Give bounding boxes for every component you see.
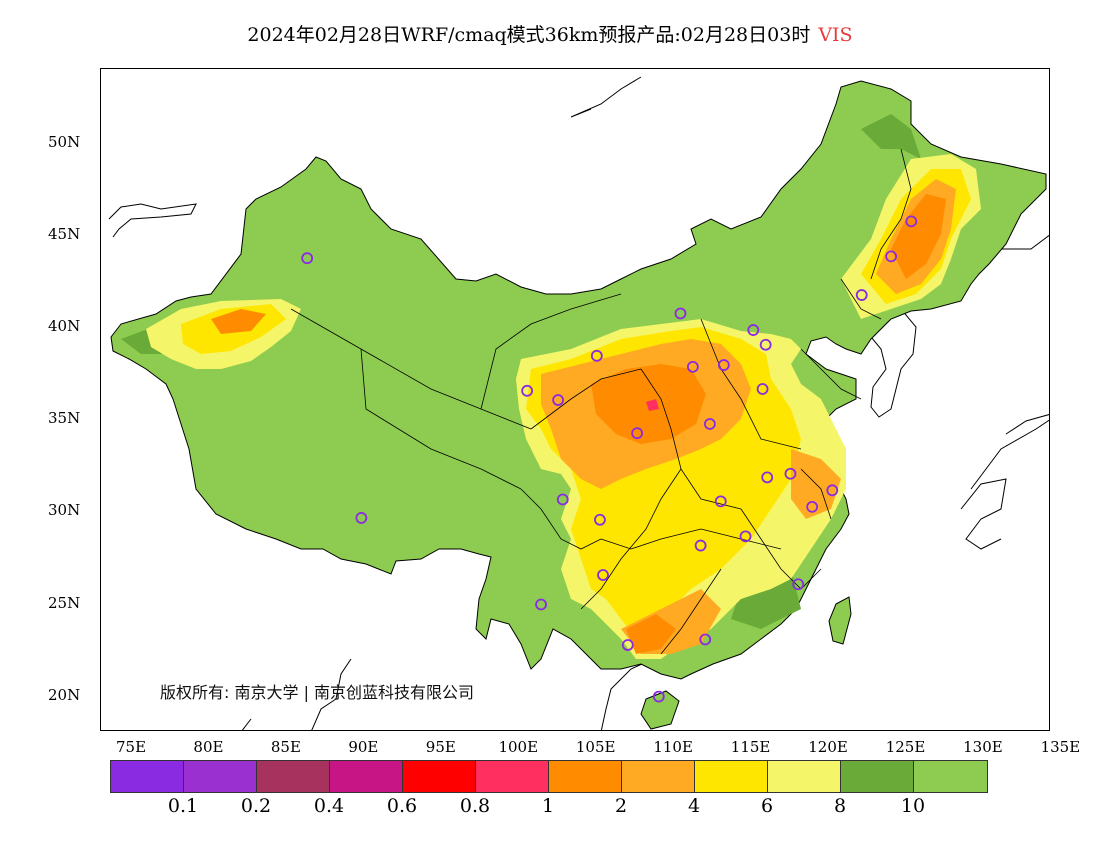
coastline-japan [960,414,1049,550]
lat-label: 30N [48,501,81,520]
station-marker [792,578,805,591]
station-marker [686,360,699,373]
station-marker [739,530,752,543]
zone-orange-south [626,614,676,654]
lon-label: 75E [115,738,147,756]
station-marker [552,394,565,406]
station-marker [826,484,839,497]
station-marker [784,467,797,480]
station-marker [652,690,665,703]
legend-swatch [330,761,403,792]
hainan-island [640,690,680,730]
lon-label: 130E [963,738,1003,756]
station-marker [556,493,569,506]
station-marker [759,338,772,351]
lon-label: 125E [885,738,926,756]
legend-swatch [184,761,257,792]
station-marker [621,639,634,651]
taiwan-island [828,596,852,645]
map-title: 2024年02月28日WRF/cmaq模式36km预报产品:02月28日03时 V… [0,20,1100,47]
station-marker [885,250,898,263]
legend-label: 0.8 [459,795,491,817]
station-marker [355,512,368,524]
map-frame [100,68,1050,731]
legend-swatch [768,761,841,792]
legend-swatch [476,761,549,792]
legend-label: 1 [541,795,555,817]
station-marker [694,539,707,552]
lat-label: 40N [48,317,81,336]
title-text: 2024年02月28日WRF/cmaq模式36km预报产品:02月28日03时 [247,24,811,46]
lat-label: 25N [48,593,81,612]
legend-swatch [257,761,330,792]
station-marker [597,569,609,581]
zone-dark-green-ne [861,114,921,159]
legend-swatch [841,761,914,792]
coastline-korea [870,298,917,418]
legend-label: 0.4 [313,795,345,817]
coastline-north [570,76,642,118]
legend-label: 0.1 [167,795,199,817]
legend-swatch [695,761,768,792]
legend-swatch [549,761,622,792]
lon-label: 80E [193,738,224,756]
station-marker [590,349,603,362]
lon-label: 95E [425,738,456,756]
station-marker [714,495,727,508]
legend-label: 8 [833,795,847,817]
station-marker [756,383,769,395]
legend-label: 4 [687,795,701,817]
province-borders [290,148,912,655]
station-marker [301,252,314,265]
station-marker [535,598,547,611]
station-marker [521,384,534,397]
lon-label: 100E [498,738,539,756]
legend-label: 0.2 [240,795,272,817]
zone-orange-xinjiang [211,309,266,334]
lat-label: 50N [48,133,81,151]
station-markers [301,215,918,703]
lon-label: 90E [348,738,379,756]
station-marker [761,471,774,484]
color-legend [110,760,988,793]
lat-label: 20N [48,685,81,704]
copyright-notice: 版权所有: 南京大学 | 南京创蓝科技有限公司 [160,683,475,702]
variable-label: VIS [818,24,853,46]
lon-label: 105E [575,738,616,756]
map-canvas [108,76,1049,730]
lon-label: 135E [1040,738,1081,756]
station-marker [905,215,918,228]
legend-label: 6 [760,795,774,817]
station-marker [806,500,819,513]
station-marker [747,324,760,336]
coastline-caspian [108,203,197,238]
lat-label: 45N [48,225,81,244]
lat-label: 35N [48,409,81,428]
station-marker [704,418,716,430]
zone-dark-green-se [731,569,801,629]
legend-label: 2 [614,795,628,817]
zone-pink-hotspot [646,399,659,411]
legend-swatch [914,761,987,792]
lon-label: 85E [270,738,301,756]
legend-swatch [403,761,476,792]
zone-orange-ne [891,194,946,279]
station-marker [699,633,712,646]
station-marker [855,289,868,301]
lon-label: 120E [808,738,848,756]
legend-swatch [622,761,695,792]
station-marker [594,513,606,526]
lon-label: 115E [730,738,771,756]
legend-label: 10 [900,795,926,817]
station-marker [717,359,730,371]
station-marker [631,427,644,440]
legend-label: 0.6 [386,795,418,817]
station-marker [674,307,687,320]
lon-label: 110E [653,738,693,756]
legend-swatch [111,761,184,792]
